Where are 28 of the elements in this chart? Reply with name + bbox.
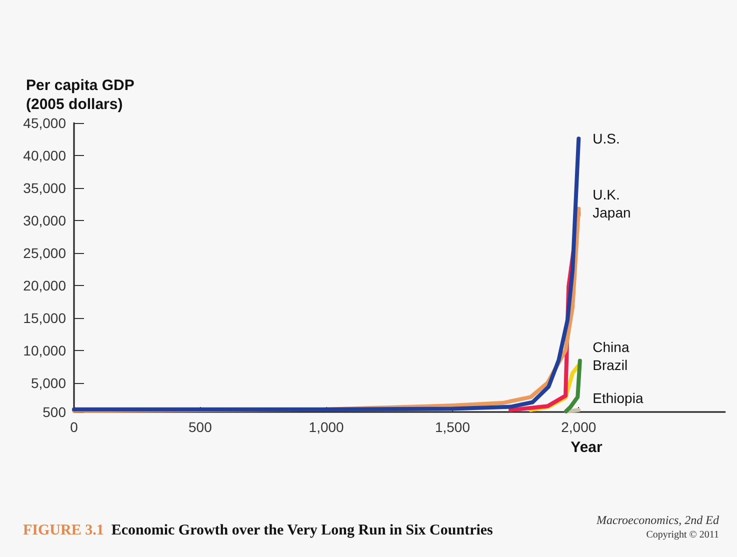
y-tick-label: 25,000 [23,244,66,261]
series-label: U.K. [592,186,620,203]
y-tick-label: 20,000 [23,277,66,294]
text: Macroeconomics, 2nd Ed [595,513,720,527]
series-label: China [592,339,630,356]
line-series [564,358,582,414]
y-tick-label: 40,000 [23,147,66,164]
series-label: Brazil [592,357,628,374]
series-label: Japan [592,204,631,221]
y-tick-label: 30,000 [23,212,66,228]
x-tick-label: 0 [70,419,78,435]
y-tick-label: 500 [42,404,66,420]
y-tick-label: 15,000 [23,310,66,326]
x-tick-label: 1,000 [308,419,344,435]
y-axis-title: Per capita GDP (2005 dollars) [26,77,134,113]
series-label: Ethiopia [592,390,644,406]
y-tick-label: 10,000 [23,342,66,358]
y-tick-label: 35,000 [23,180,66,196]
series-label: U.S. [592,130,620,147]
text: FIGURE 3.1 Economic Growth over the Very Long Run in Six Countries [23,522,494,538]
y-tick-label: 45,000 [23,115,66,131]
x-axis-title: Year [570,439,603,456]
x-tick-label: 1,500 [434,419,470,435]
line-series [72,136,581,412]
x-tick-label: 500 [188,419,212,435]
x-tick-label: 2,000 [561,419,596,435]
y-tick-label: 5,000 [30,374,66,391]
text: Copyright © 2011 [646,530,720,540]
